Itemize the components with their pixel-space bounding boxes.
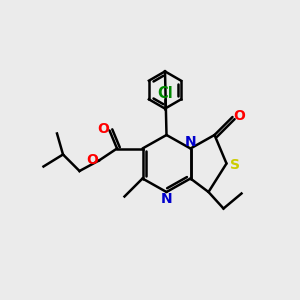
Text: N: N <box>185 135 196 149</box>
Text: O: O <box>233 109 245 122</box>
Text: O: O <box>86 154 98 167</box>
Text: O: O <box>97 122 109 136</box>
Text: S: S <box>230 158 240 172</box>
Text: Cl: Cl <box>157 86 173 101</box>
Text: N: N <box>161 192 172 206</box>
